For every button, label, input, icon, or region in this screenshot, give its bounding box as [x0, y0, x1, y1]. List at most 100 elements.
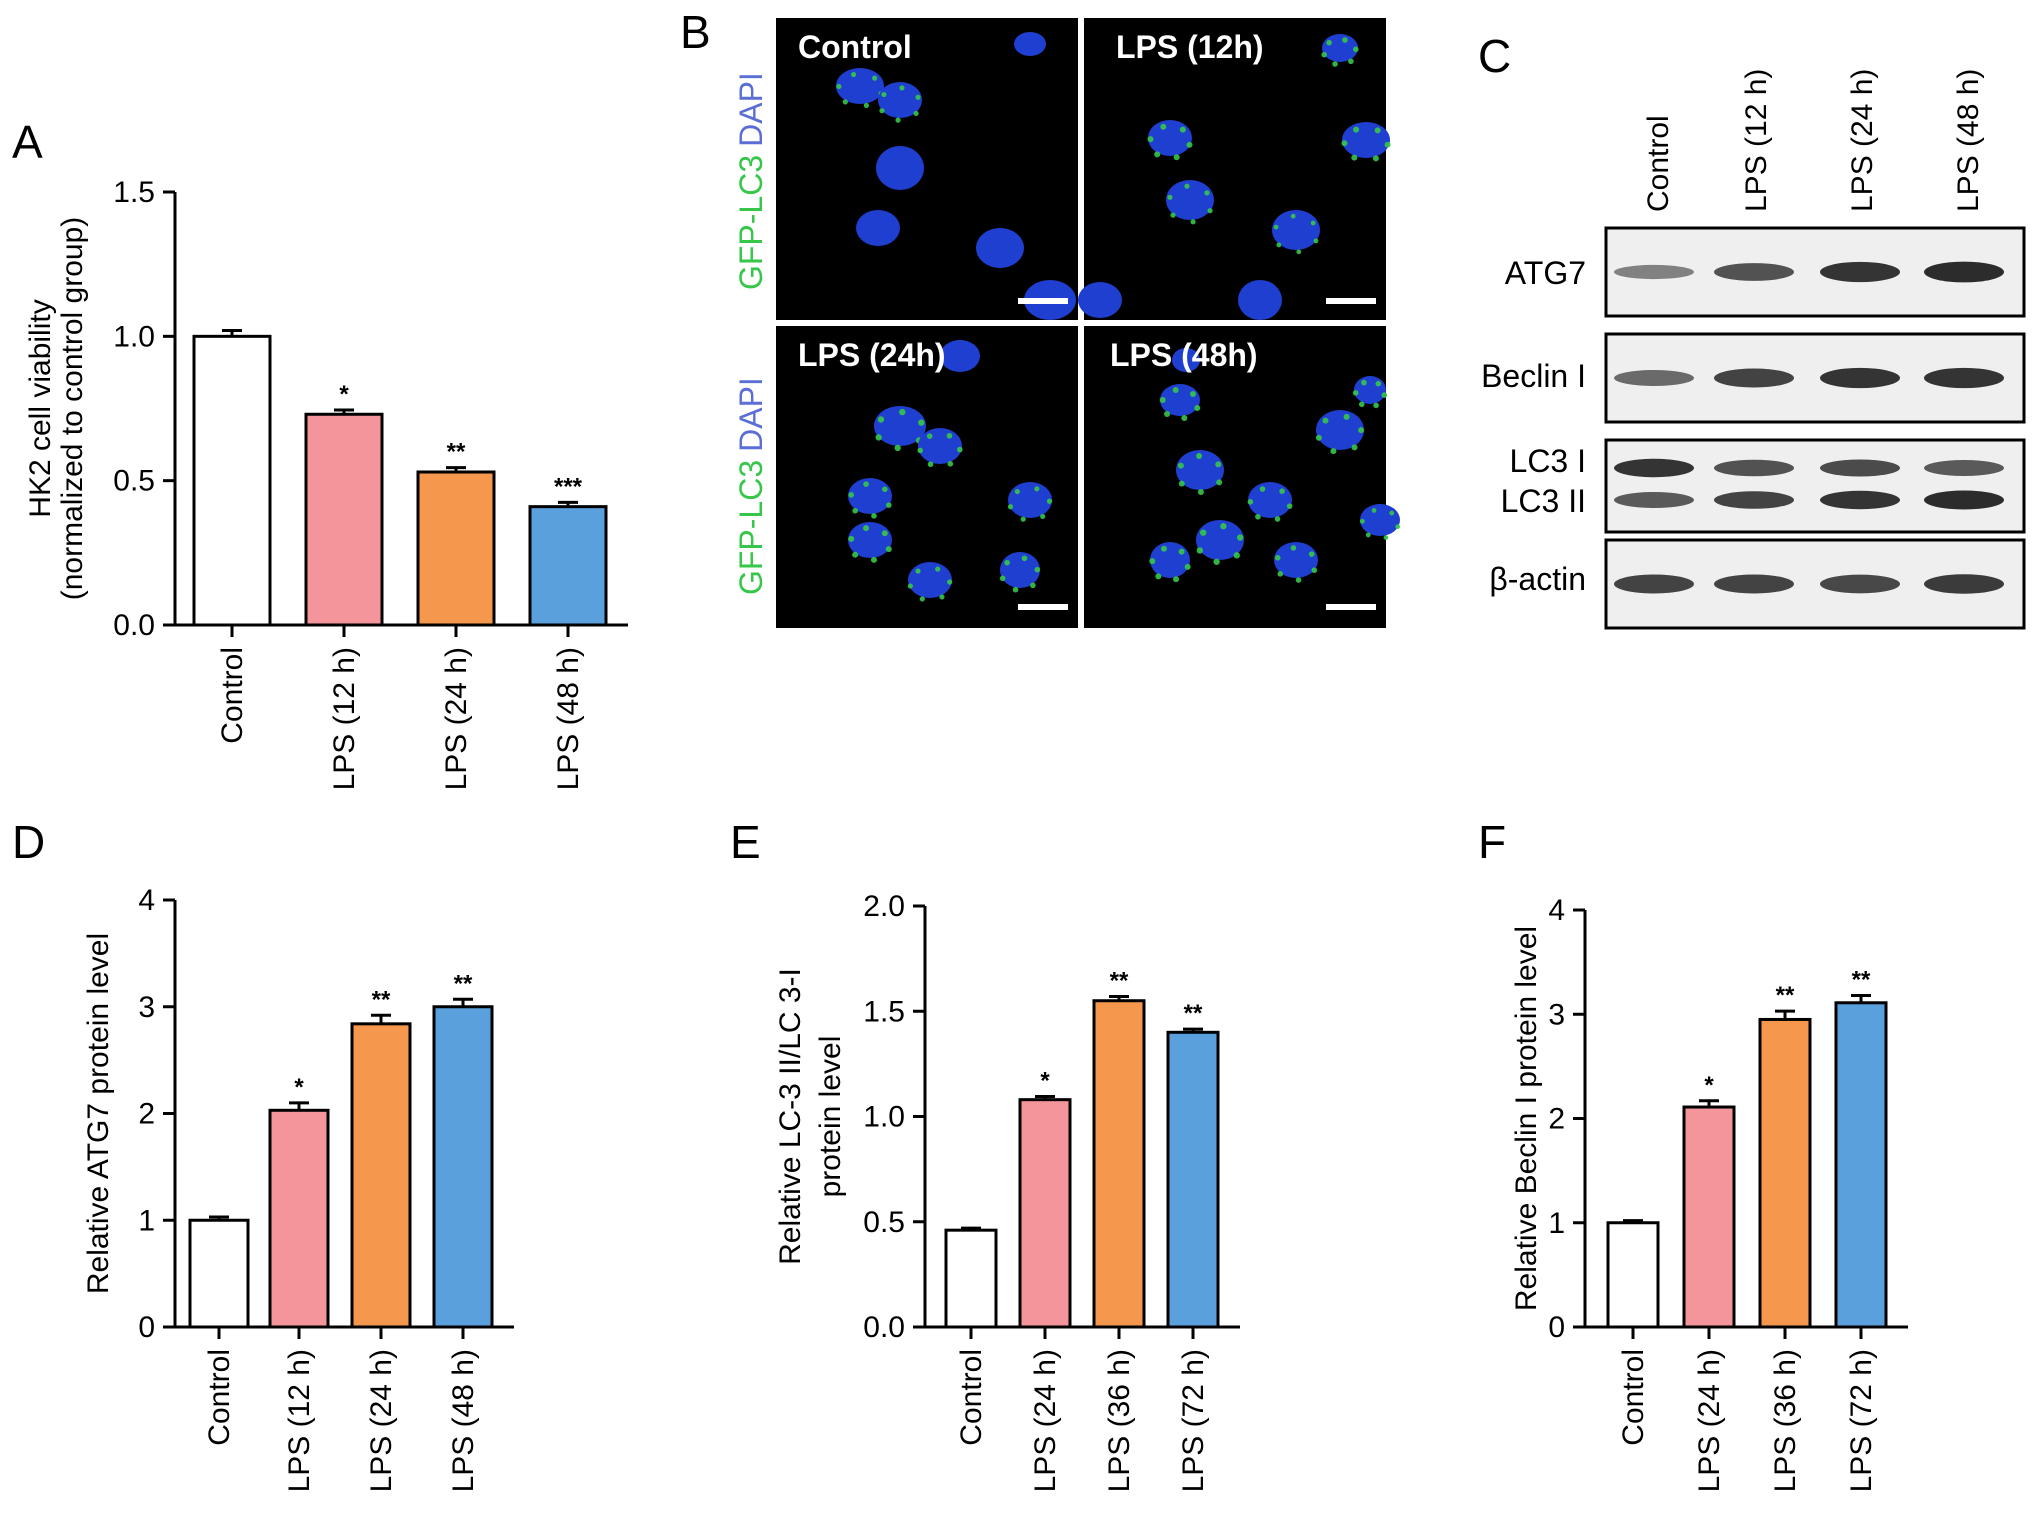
nucleus	[836, 68, 884, 104]
x-category-label: LPS (24 h)	[1693, 1349, 1726, 1492]
y-axis-title: Relative Beclin I protein level	[1510, 926, 1543, 1311]
gfp-puncta	[1034, 566, 1041, 573]
blot-strips	[1604, 226, 2026, 630]
gfp-puncta	[1170, 212, 1176, 218]
protein-band	[1924, 367, 2004, 389]
bar	[528, 505, 608, 627]
gfp-puncta	[1233, 552, 1240, 559]
y-tick-label: 1.0	[863, 1101, 905, 1134]
gfp-puncta	[1197, 488, 1204, 495]
gfp-puncta	[1040, 513, 1046, 520]
panel-letter-b: B	[680, 6, 711, 58]
western-blot-panel-c: C Control LPS (12 h) LPS (24 h) LPS (48 …	[1478, 30, 2026, 630]
panel-letter-c: C	[1478, 30, 1511, 82]
bar	[1834, 1001, 1888, 1329]
y-tick-label: 4	[138, 884, 155, 917]
bar	[432, 1005, 494, 1329]
svg-text:LPS (48 h): LPS (48 h)	[1952, 69, 1985, 212]
nucleus	[1078, 282, 1122, 318]
nucleus	[1196, 520, 1244, 560]
scale-bar	[1018, 604, 1068, 610]
gfp-puncta	[915, 94, 921, 100]
y-axis-title: (normalized to control group)	[56, 217, 89, 601]
gfp-puncta	[1220, 523, 1227, 530]
protein-band	[1714, 459, 1794, 477]
gfp-puncta	[1332, 61, 1338, 67]
gfp-puncta	[1351, 154, 1358, 161]
protein-band	[1924, 490, 2004, 510]
panel-letter-d: D	[12, 816, 45, 868]
gfp-puncta	[946, 432, 953, 439]
x-category-label: LPS (24 h)	[365, 1349, 398, 1492]
gfp-puncta	[1308, 551, 1315, 557]
gfp-puncta	[1358, 427, 1365, 434]
x-category-label: Control	[1617, 1349, 1650, 1446]
micrograph-label-control: Control	[798, 29, 912, 65]
gfp-puncta	[1215, 461, 1222, 468]
gfp-puncta	[1255, 514, 1261, 520]
micrograph-lps-12h	[1084, 18, 1386, 320]
lane-label: LPS (48 h)	[1952, 69, 1985, 212]
micrograph-lps-48h	[1084, 326, 1386, 628]
gfp-puncta	[1159, 397, 1166, 404]
significance-mark: **	[1776, 982, 1795, 1009]
bar-chart-d: D 0 1 2 3 4 Relative ATG7 protein level Contro…	[12, 816, 514, 1492]
protein-band	[1614, 264, 1694, 280]
lane-label: LPS (12 h)	[1740, 69, 1773, 212]
gfp-puncta	[1313, 238, 1319, 244]
nucleus	[918, 428, 962, 464]
x-category-label: LPS (24 h)	[440, 647, 473, 790]
y-tick-label: 2	[138, 1098, 155, 1131]
nucleus	[1000, 552, 1040, 588]
gfp-puncta	[1310, 220, 1316, 226]
x-category-label: LPS (72 h)	[1177, 1349, 1210, 1492]
gfp-puncta	[1296, 249, 1302, 255]
gfp-lc3-label: GFP-LC3	[733, 460, 769, 595]
nucleus	[878, 82, 922, 118]
x-category-label: LPS (12 h)	[328, 647, 361, 790]
y-tick-label: 2.0	[863, 890, 905, 923]
gfp-puncta	[836, 83, 842, 90]
protein-band	[1714, 263, 1794, 281]
bar	[1682, 1105, 1736, 1329]
gfp-puncta	[850, 71, 857, 78]
scale-bar	[1018, 298, 1068, 304]
gfp-puncta	[1196, 547, 1204, 554]
gfp-puncta	[1154, 151, 1161, 158]
panel-letter-a: A	[12, 116, 43, 168]
gfp-puncta	[907, 583, 913, 589]
gfp-puncta	[863, 525, 870, 532]
blot-label-lc3-ii: LC3 II	[1501, 483, 1586, 519]
gfp-puncta	[848, 535, 855, 542]
gfp-lc3-label: GFP-LC3	[733, 155, 769, 290]
gfp-puncta	[1315, 434, 1322, 441]
lane-label: LPS (24 h)	[1846, 69, 1879, 212]
gfp-puncta	[852, 507, 858, 514]
microscopy-panel-b: B GFP-LC3 DAPI GFP-LC3 DAPI Control LPS (1…	[680, 6, 1401, 628]
gfp-puncta	[1365, 532, 1371, 538]
y-tick-label: 0	[138, 1311, 155, 1344]
gfp-puncta	[1173, 154, 1180, 161]
nucleus	[908, 562, 952, 598]
nucleus	[1360, 504, 1400, 536]
gfp-puncta	[1177, 462, 1184, 469]
nucleus	[1014, 32, 1046, 56]
gfp-puncta	[1200, 529, 1207, 536]
y-tick-label: 0.5	[863, 1206, 905, 1239]
gfp-puncta	[1277, 571, 1284, 577]
gfp-puncta	[1274, 554, 1281, 561]
nucleus	[1272, 210, 1320, 250]
gfp-puncta	[1342, 37, 1348, 43]
gfp-puncta	[1012, 586, 1019, 593]
gfp-puncta	[899, 85, 905, 91]
gfp-puncta	[894, 444, 901, 452]
gfp-puncta	[1286, 503, 1293, 509]
gfp-puncta	[956, 446, 963, 453]
gfp-puncta	[899, 408, 906, 416]
bar	[1606, 1221, 1660, 1329]
x-category-label: LPS (72 h)	[1845, 1349, 1878, 1492]
nucleus	[1160, 384, 1200, 416]
nucleus	[856, 210, 900, 246]
protein-band	[1924, 460, 2004, 476]
